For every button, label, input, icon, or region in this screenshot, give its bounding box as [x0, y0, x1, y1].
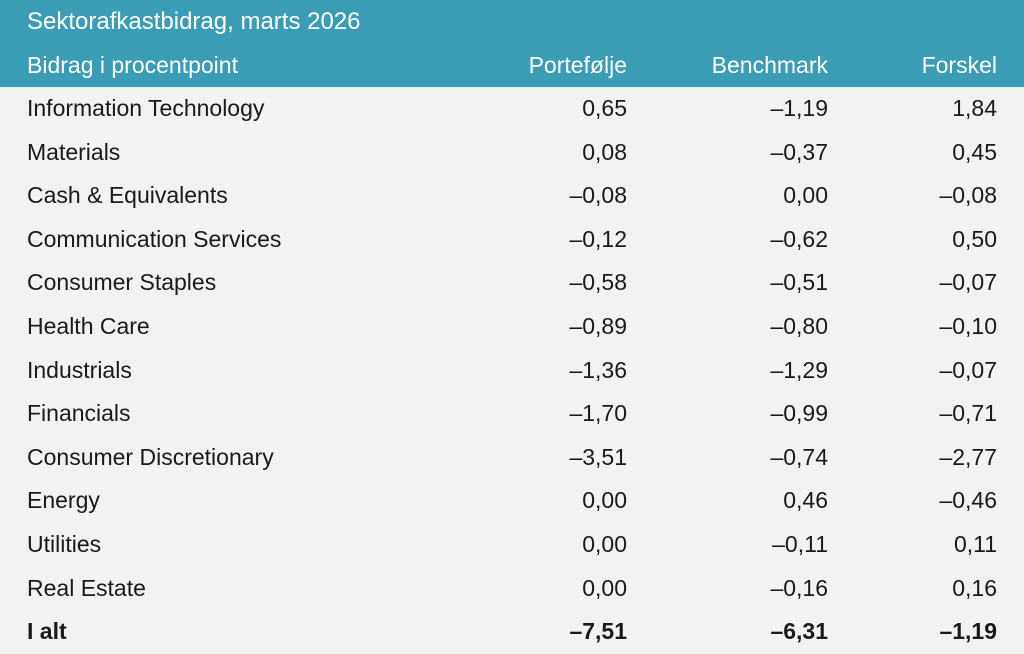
table-row: Information Technology 0,65 –1,19 1,84 [0, 87, 1024, 131]
sector-cell: Real Estate [27, 574, 146, 601]
portefolje-cell: 0,00 [582, 531, 627, 557]
column-header-sector: Bidrag i procentpoint [27, 52, 238, 78]
benchmark-cell: –6,31 [770, 618, 828, 645]
table-header: Sektorafkastbidrag, marts 2026 Bidrag i … [0, 0, 1024, 87]
benchmark-cell: –1,19 [770, 95, 828, 121]
sector-cell: Materials [27, 138, 121, 165]
benchmark-cell: –0,74 [770, 443, 828, 470]
portefolje-cell: –0,89 [569, 313, 627, 339]
forskel-cell: –0,07 [939, 269, 997, 296]
forskel-cell: –1,19 [939, 618, 997, 645]
column-headers: Bidrag i procentpoint Portefølje Benchma… [0, 52, 1024, 84]
benchmark-cell: –0,80 [770, 313, 828, 339]
benchmark-cell: –0,51 [770, 269, 828, 296]
benchmark-cell: 0,00 [783, 182, 828, 209]
table-row: Communication Services –0,12 –0,62 0,50 [0, 218, 1024, 262]
portefolje-cell: 0,00 [582, 574, 627, 601]
sector-cell: Communication Services [27, 225, 282, 252]
forskel-cell: 0,16 [952, 574, 997, 601]
portefolje-cell: –3,51 [569, 443, 627, 470]
forskel-cell: –0,46 [939, 487, 997, 514]
table-row: Industrials –1,36 –1,29 –0,07 [0, 349, 1024, 393]
table-row: Cash & Equivalents –0,08 0,00 –0,08 [0, 174, 1024, 218]
sector-cell: Consumer Discretionary [27, 443, 274, 470]
forskel-cell: 0,50 [952, 225, 997, 252]
table-row: Materials 0,08 –0,37 0,45 [0, 131, 1024, 175]
portefolje-cell: –0,12 [569, 225, 627, 252]
benchmark-cell: –0,37 [770, 138, 828, 165]
benchmark-cell: –0,11 [772, 531, 828, 557]
sector-cell: Cash & Equivalents [27, 182, 228, 209]
table-row: Consumer Discretionary –3,51 –0,74 –2,77 [0, 436, 1024, 480]
table-row: Health Care –0,89 –0,80 –0,10 [0, 305, 1024, 349]
portefolje-cell: 0,65 [582, 95, 627, 121]
table-row: Consumer Staples –0,58 –0,51 –0,07 [0, 261, 1024, 305]
table-row: Utilities 0,00 –0,11 0,11 [0, 523, 1024, 567]
portefolje-cell: –1,70 [569, 400, 627, 427]
total-row: I alt –7,51 –6,31 –1,19 [0, 610, 1024, 654]
sector-cell: Health Care [27, 313, 150, 339]
benchmark-cell: –1,29 [770, 356, 828, 383]
table-row: Real Estate 0,00 –0,16 0,16 [0, 567, 1024, 611]
sector-cell: Energy [27, 487, 100, 514]
sector-cell: Consumer Staples [27, 269, 217, 296]
benchmark-cell: –0,16 [770, 574, 828, 601]
sector-cell: I alt [27, 618, 67, 645]
column-header-forskel: Forskel [921, 52, 997, 78]
sector-cell: Information Technology [27, 95, 265, 121]
benchmark-cell: –0,62 [770, 225, 828, 252]
forskel-cell: –0,07 [939, 356, 997, 383]
table-row: Energy 0,00 0,46 –0,46 [0, 479, 1024, 523]
forskel-cell: –0,08 [939, 182, 997, 209]
forskel-cell: 1,84 [952, 95, 997, 121]
table-row: Financials –1,70 –0,99 –0,71 [0, 392, 1024, 436]
benchmark-cell: 0,46 [783, 487, 828, 514]
portefolje-cell: –0,08 [569, 182, 627, 209]
portefolje-cell: –0,58 [569, 269, 627, 296]
benchmark-cell: –0,99 [770, 400, 828, 427]
sector-cell: Industrials [27, 356, 132, 383]
sector-cell: Utilities [27, 531, 102, 557]
forskel-cell: –2,77 [939, 443, 997, 470]
portefolje-cell: –1,36 [569, 356, 627, 383]
sector-cell: Financials [27, 400, 131, 427]
column-header-portefolje: Portefølje [528, 52, 627, 78]
forskel-cell: –0,10 [939, 313, 997, 339]
portefolje-cell: –7,51 [569, 618, 627, 645]
portefolje-cell: 0,08 [582, 138, 627, 165]
column-header-benchmark: Benchmark [711, 52, 828, 78]
forskel-cell: –0,71 [939, 400, 997, 427]
forskel-cell: 0,45 [952, 138, 997, 165]
portefolje-cell: 0,00 [582, 487, 627, 514]
forskel-cell: 0,11 [953, 531, 997, 557]
table-title: Sektorafkastbidrag, marts 2026 [27, 8, 361, 35]
